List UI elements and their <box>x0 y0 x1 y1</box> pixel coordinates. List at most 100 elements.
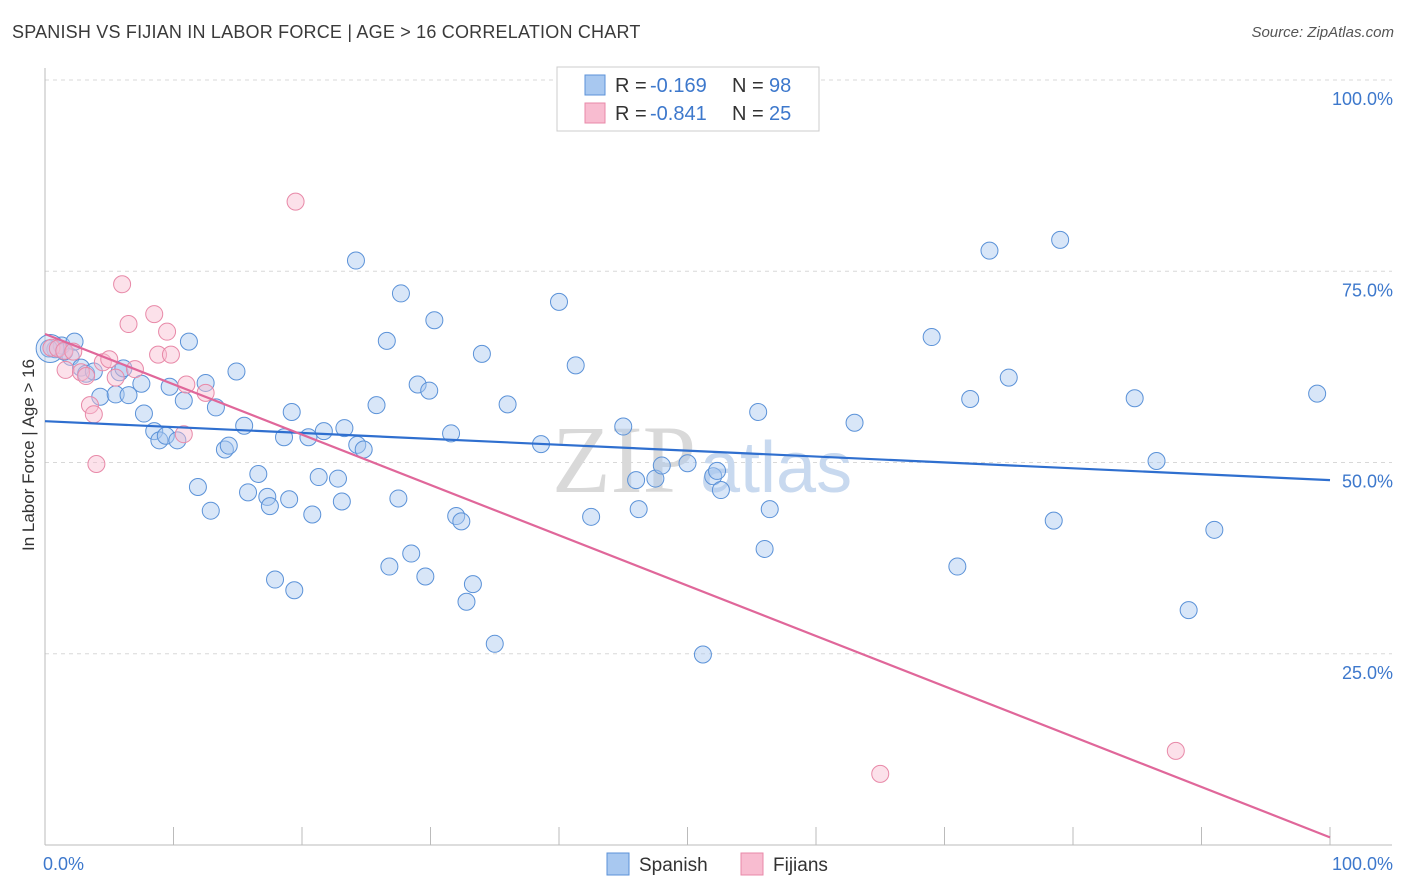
spanish-point <box>472 344 491 363</box>
spanish-point <box>402 544 421 563</box>
spanish-points <box>35 230 1327 664</box>
spanish-point <box>646 469 665 488</box>
spanish-point <box>755 539 774 558</box>
spanish-point <box>346 251 365 270</box>
spanish-point <box>550 292 568 311</box>
spanish-point <box>235 416 254 435</box>
fijian-point <box>158 322 177 341</box>
legend-n-label-spanish: N = <box>732 75 764 97</box>
spanish-point <box>1308 384 1327 403</box>
spanish-point <box>391 284 410 303</box>
spanish-point <box>678 454 697 473</box>
spanish-point <box>328 469 347 488</box>
fijian-trend-line <box>44 332 1331 839</box>
spanish-point <box>582 507 601 526</box>
spanish-point <box>425 311 444 330</box>
fijian-point <box>80 396 99 415</box>
spanish-point <box>614 417 633 436</box>
spanish-point <box>150 431 169 450</box>
spanish-point <box>442 424 461 443</box>
spanish-point <box>1179 601 1198 620</box>
spanish-point <box>999 368 1018 387</box>
y-tick-labels: 25.0% 50.0% 75.0% 100.0% <box>1332 89 1393 683</box>
spanish-point <box>452 512 471 531</box>
spanish-point <box>708 461 727 480</box>
spanish-point <box>693 645 712 664</box>
spanish-point <box>447 507 466 526</box>
watermark-zip: ZIP <box>552 406 696 513</box>
grid-lines <box>45 79 1392 655</box>
legend-swatch-spanish <box>584 74 606 96</box>
spanish-point <box>922 328 941 347</box>
spanish-point <box>239 483 258 502</box>
spanish-point <box>1051 230 1070 249</box>
spanish-point <box>285 581 304 600</box>
spanish-point <box>332 492 351 511</box>
spanish-point <box>260 497 279 516</box>
spanish-point <box>119 386 138 405</box>
bottom-legend-swatch-fijian <box>740 852 764 876</box>
spanish-point <box>377 331 396 350</box>
fijian-point <box>1166 741 1185 760</box>
spanish-point <box>485 634 504 653</box>
spanish-point <box>314 422 333 441</box>
legend-r-value-fijian: -0.841 <box>650 103 707 125</box>
fijian-point <box>106 368 125 387</box>
y-axis-label: In Labor Force | Age > 16 <box>19 359 38 551</box>
spanish-point <box>760 500 779 519</box>
spanish-point <box>389 489 408 508</box>
chart-title: SPANISH VS FIJIAN IN LABOR FORCE | AGE >… <box>12 22 641 42</box>
y-tick-label: 25.0% <box>1342 663 1393 683</box>
spanish-point <box>309 468 328 487</box>
legend-swatch-fijian <box>584 102 606 124</box>
spanish-point <box>1147 451 1166 470</box>
fijian-point <box>84 405 103 424</box>
fijian-point <box>145 305 164 324</box>
spanish-point <box>652 456 671 475</box>
spanish-point <box>463 575 482 594</box>
spanish-point <box>627 471 646 490</box>
x-tick-label: 100.0% <box>1332 854 1393 874</box>
spanish-point <box>420 381 439 400</box>
spanish-point <box>1125 389 1144 408</box>
chart-source: Source: ZipAtlas.com <box>1251 24 1394 41</box>
legend-n-value-fijian: 25 <box>769 103 791 125</box>
spanish-point <box>566 356 585 375</box>
spanish-point <box>134 404 153 423</box>
spanish-point <box>280 490 299 509</box>
bottom-legend-label-spanish: Spanish <box>639 855 708 876</box>
x-tick-label: 0.0% <box>43 854 84 874</box>
bottom-legend-swatch-spanish <box>606 852 630 876</box>
y-tick-label: 75.0% <box>1342 280 1393 300</box>
spanish-point <box>457 592 476 611</box>
fijian-point <box>161 345 180 364</box>
spanish-point <box>266 570 285 589</box>
fijian-point <box>119 315 138 334</box>
legend-n-value-spanish: 98 <box>769 75 791 97</box>
spanish-point <box>1044 511 1063 530</box>
spanish-point <box>188 477 207 496</box>
spanish-point <box>845 413 864 432</box>
watermark: ZIP atlas <box>552 406 852 513</box>
axes <box>44 68 1392 846</box>
trend-lines <box>44 332 1331 839</box>
spanish-point <box>629 500 648 519</box>
spanish-point <box>179 332 198 351</box>
spanish-point <box>227 362 246 381</box>
y-tick-label: 50.0% <box>1342 472 1393 492</box>
fijian-point <box>174 425 193 444</box>
legend-r-label-fijian: R = <box>615 103 647 125</box>
fijian-point <box>286 192 305 211</box>
spanish-point <box>335 419 354 438</box>
bottom-legend-label-fijian: Fijians <box>773 855 828 876</box>
fijian-point <box>56 360 75 379</box>
fijian-point <box>149 345 168 364</box>
fijian-point <box>87 455 106 474</box>
spanish-point <box>1205 520 1224 539</box>
fijian-point <box>77 367 96 386</box>
spanish-point <box>498 395 517 414</box>
fijian-point <box>871 764 890 783</box>
spanish-point <box>303 505 322 524</box>
spanish-point <box>282 403 301 422</box>
spanish-point <box>201 501 220 520</box>
